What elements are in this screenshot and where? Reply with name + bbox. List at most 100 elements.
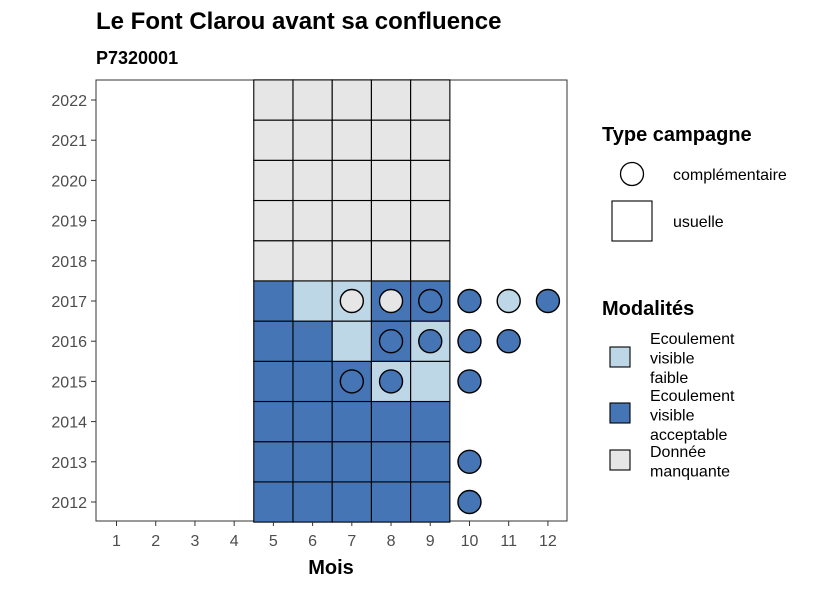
tile-2019-5 (253, 199, 294, 242)
tile-2020-9 (410, 159, 451, 202)
tile-2013-9 (410, 441, 451, 483)
tile-2021-6 (292, 119, 333, 161)
tile-2021-9 (410, 119, 451, 161)
legend-swatch-manquante (609, 449, 631, 471)
x-tick-label-1: 1 (112, 533, 121, 550)
legend-modalites-title: Modalités (602, 298, 694, 320)
tile-2013-7 (331, 441, 372, 483)
tile-2017-9 (410, 280, 451, 322)
legend-modalite-label-acceptable-0: Ecoulement (650, 388, 735, 405)
tile-2016-5 (253, 320, 294, 362)
x-tick-label-9: 9 (426, 533, 435, 550)
tile-2020-8 (370, 159, 412, 202)
legend-modalite-label-faible-0: Ecoulement (650, 331, 735, 348)
legend-campagne-label-1: usuelle (673, 214, 724, 231)
point-2015-10 (457, 369, 482, 394)
y-tick-label-2016: 2016 (51, 334, 87, 351)
x-tick-label-2: 2 (151, 533, 160, 550)
x-tick-label-6: 6 (308, 533, 317, 550)
x-tick-label-3: 3 (190, 533, 199, 550)
tile-2020-6 (292, 159, 333, 202)
point-2017-9 (418, 288, 443, 314)
tile-2019-8 (370, 199, 412, 242)
x-tick-label-10: 10 (461, 533, 479, 550)
tile-2019-6 (292, 199, 333, 242)
point-2012-10 (457, 489, 482, 515)
point-2015-8 (378, 369, 404, 394)
tile-2018-5 (253, 240, 294, 282)
tile-2020-5 (253, 159, 294, 202)
tile-2020-7 (331, 159, 372, 202)
tile-2022-5 (253, 79, 294, 121)
legend-modalite-label-acceptable-1: visible (650, 408, 695, 425)
point-2013-10 (457, 449, 482, 474)
legend-modalite-label-acceptable-2: acceptable (650, 427, 727, 444)
legend-swatch-acceptable (609, 402, 631, 424)
x-tick-label-5: 5 (269, 533, 278, 550)
y-tick-label-2022: 2022 (51, 93, 87, 110)
tile-2018-6 (292, 240, 333, 282)
x-tick-label-7: 7 (347, 533, 356, 550)
x-tick-label-4: 4 (230, 533, 239, 550)
legend-modalite-label-faible-2: faible (650, 370, 688, 387)
tile-2017-6 (292, 280, 333, 322)
point-2017-8 (378, 288, 404, 314)
tile-2012-8 (370, 481, 412, 523)
point-2016-8 (378, 329, 404, 354)
point-2016-9 (418, 329, 443, 354)
point-2017-7 (339, 288, 365, 314)
tile-2021-8 (370, 119, 412, 161)
x-axis: 1 2 3 4 5 6 7 8 9 10 11 12 (112, 521, 557, 550)
legend-modalite-label-faible-1: visible (650, 351, 695, 368)
tile-2016-6 (292, 320, 333, 362)
chart-title: Le Font Clarou avant sa confluence (96, 8, 501, 35)
legend-square-key (611, 200, 653, 242)
x-tick-label-12: 12 (539, 533, 557, 550)
tile-2019-9 (410, 199, 451, 242)
tile-2014-5 (253, 400, 294, 443)
tile-2014-6 (292, 400, 333, 443)
y-tick-label-2019: 2019 (51, 214, 87, 231)
tile-2012-9 (410, 481, 451, 523)
x-axis-label: Mois (308, 557, 354, 579)
tile-2015-9 (410, 360, 451, 403)
point-2016-10 (457, 329, 482, 354)
plot-area (95, 79, 568, 523)
legend-swatch-faible (609, 346, 631, 368)
y-tick-label-2013: 2013 (51, 455, 87, 472)
chart-subtitle: P7320001 (96, 48, 178, 68)
legend-modalites: Modalités EcoulementvisiblefaibleEcoulem… (602, 298, 735, 481)
x-tick-label-8: 8 (387, 533, 396, 550)
tile-2014-7 (331, 400, 372, 443)
tile-2014-8 (370, 400, 412, 443)
legend-campagne-title: Type campagne (602, 124, 752, 146)
tile-2021-5 (253, 119, 294, 161)
point-2015-7 (339, 369, 365, 394)
point-2017-12 (535, 288, 561, 314)
point-2016-11 (496, 329, 521, 354)
tile-2012-5 (253, 481, 294, 523)
tile-2022-7 (331, 79, 372, 121)
y-tick-label-2014: 2014 (51, 415, 87, 432)
legend-type-campagne: Type campagne complémentaire usuelle (602, 124, 787, 242)
tile-2017-5 (253, 280, 294, 322)
tile-2015-6 (292, 360, 333, 403)
y-tick-label-2020: 2020 (51, 173, 87, 190)
tile-2022-8 (370, 79, 412, 121)
tile-2018-8 (370, 240, 412, 282)
point-2017-11 (496, 288, 521, 314)
y-tick-label-2018: 2018 (51, 254, 87, 271)
tile-2021-7 (331, 119, 372, 161)
y-tick-label-2021: 2021 (51, 133, 87, 150)
y-tick-label-2012: 2012 (51, 495, 87, 512)
tile-2012-7 (331, 481, 372, 523)
tile-2014-9 (410, 400, 451, 443)
tile-2012-6 (292, 481, 333, 523)
tile-2013-5 (253, 441, 294, 483)
y-tick-label-2017: 2017 (51, 294, 87, 311)
tile-2018-7 (331, 240, 372, 282)
point-2017-10 (457, 288, 482, 314)
y-tick-label-2015: 2015 (51, 374, 87, 391)
legend-circle-key (619, 161, 645, 187)
